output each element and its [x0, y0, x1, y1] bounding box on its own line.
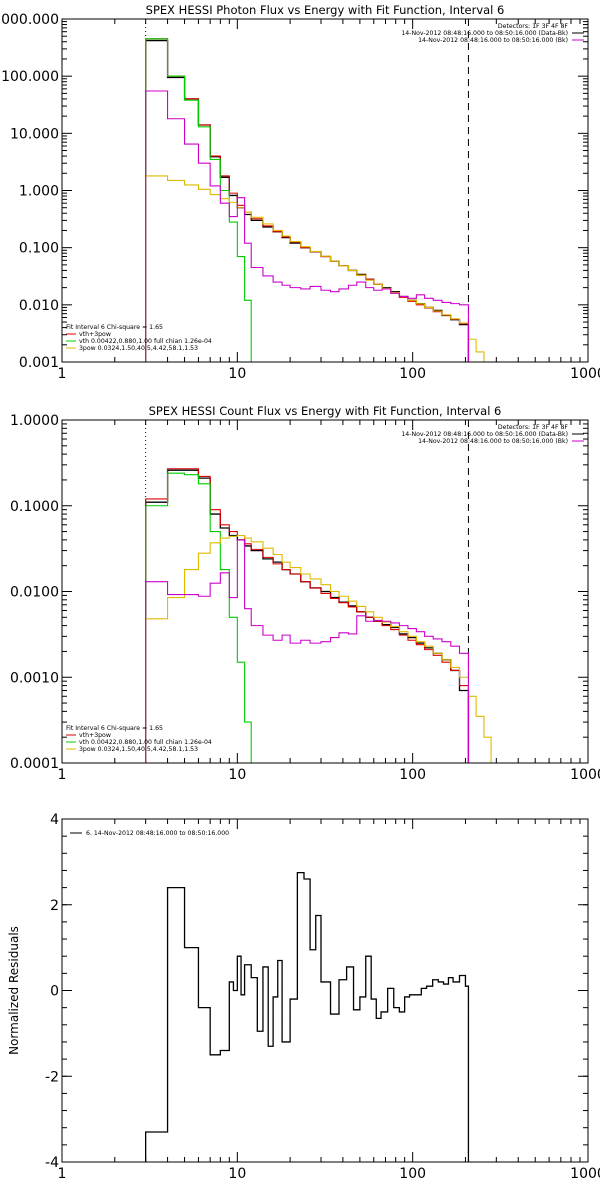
legend-top-right-entry: 14-Nov-2012 08:48:16.000 to 08:50:16.000…: [401, 431, 568, 438]
photon-flux-plot: SPEX HESSI Photon Flux vs Energy with Fi…: [0, 3, 600, 382]
series-6-14-nov-2012-08-48-16-000-to-08-50-16-000-line: [145, 871, 470, 1162]
plot-frame: [61, 419, 589, 764]
legend-bottom-left-entry: 3pow 0.0324,1.50,40.5,4.42,58.1,1.53: [79, 345, 198, 352]
series-group: [145, 420, 492, 763]
x-tick-label: 1000: [570, 767, 600, 783]
legend-top-right-entry: 14-Nov-2012 08:48:16.000 to 08:50:16.000…: [418, 37, 568, 44]
legend-bottom-left-entry: Fit Interval 6 Chi-square = 1.65: [66, 324, 163, 331]
x-tick-label: 100: [399, 767, 426, 783]
x-tick-label: 10: [228, 1166, 246, 1182]
legend-top-left-entry: 6. 14-Nov-2012 08:48:16.000 to 08:50:16.…: [86, 830, 229, 837]
series-bk-line: [145, 90, 469, 362]
y-tick-label: 0: [50, 984, 59, 1000]
series-bk-line: [145, 539, 469, 763]
legend-top-right-entry: 14-Nov-2012 08:48:16.000 to 08:50:16.000…: [418, 438, 568, 445]
series-3pow-line: [145, 534, 492, 763]
legend-bottom-left-entry: vth+3pow: [79, 331, 111, 338]
plot-frame: [61, 818, 589, 1163]
x-tick-label: 1: [58, 1166, 67, 1182]
chart-title: SPEX HESSI Photon Flux vs Energy with Fi…: [146, 3, 505, 17]
y-tick-label: 0.010: [19, 298, 59, 314]
y-tick-label: 0.0001: [10, 756, 59, 772]
legend-bottom-left-entry: vth+3pow: [79, 732, 111, 739]
legend-bottom-left-entry: vth 0.00422,0.880,1.00 full chian 1.26e-…: [79, 338, 212, 345]
legend-bottom-left-entry: vth 0.00422,0.880,1.00 full chian 1.26e-…: [79, 739, 212, 746]
y-tick-label: 1.000: [19, 184, 59, 200]
y-tick-label: 0.1000: [10, 499, 59, 515]
y-tick-label: 0.0010: [10, 670, 59, 686]
x-tick-label: 1: [58, 366, 67, 382]
series-vth-line: [145, 472, 252, 763]
y-tick-label: 2: [50, 898, 59, 914]
y-tick-label: 10.000: [10, 126, 59, 142]
series-vth-line: [145, 38, 252, 362]
x-tick-label: 100: [399, 366, 426, 382]
chart-title: SPEX HESSI Count Flux vs Energy with Fit…: [149, 404, 502, 418]
legend-top-right-entry: 14-Nov-2012 08:48:16.000 to 08:50:16.000…: [401, 30, 568, 37]
plot-frame: [61, 18, 589, 363]
y-tick-label: 4: [50, 812, 59, 828]
x-tick-label: 10: [228, 767, 246, 783]
residuals-plot: Normalized Residuals 1 10 100 1000 -4 -2 0 2 4 6. …: [7, 812, 600, 1182]
legend-top-right-entry: Detectors: 1F 3F 4F 8F: [498, 23, 569, 30]
series-group: [145, 871, 470, 1162]
count-flux-plot: SPEX HESSI Count Flux vs Energy with Fit…: [10, 404, 600, 783]
series-group: [145, 19, 485, 362]
y-tick-label: 0.0100: [10, 585, 59, 601]
legend-bottom-left-entry: Fit Interval 6 Chi-square = 1.65: [66, 725, 163, 732]
y-tick-label: -4: [45, 1155, 59, 1171]
x-tick-label: 1000: [570, 366, 600, 382]
y-axis-label: Normalized Residuals: [7, 926, 21, 1055]
y-tick-label: 1000.000: [0, 12, 59, 28]
series-3pow-line: [145, 175, 485, 362]
legend-bottom-left-entry: 3pow 0.0324,1.50,40.5,4.42,58.1,1.53: [79, 746, 198, 753]
legend-top-right-entry: Detectors: 1F 3F 4F 8F: [498, 424, 569, 431]
y-tick-label: 100.000: [1, 69, 59, 85]
y-tick-label: 1.0000: [10, 413, 59, 429]
x-tick-label: 100: [399, 1166, 426, 1182]
x-tick-label: 1000: [570, 1166, 600, 1182]
y-tick-label: 0.001: [19, 355, 59, 371]
x-tick-label: 1: [58, 767, 67, 783]
y-tick-label: -2: [45, 1069, 59, 1085]
x-tick-label: 10: [228, 366, 246, 382]
y-tick-label: 0.100: [19, 241, 59, 257]
